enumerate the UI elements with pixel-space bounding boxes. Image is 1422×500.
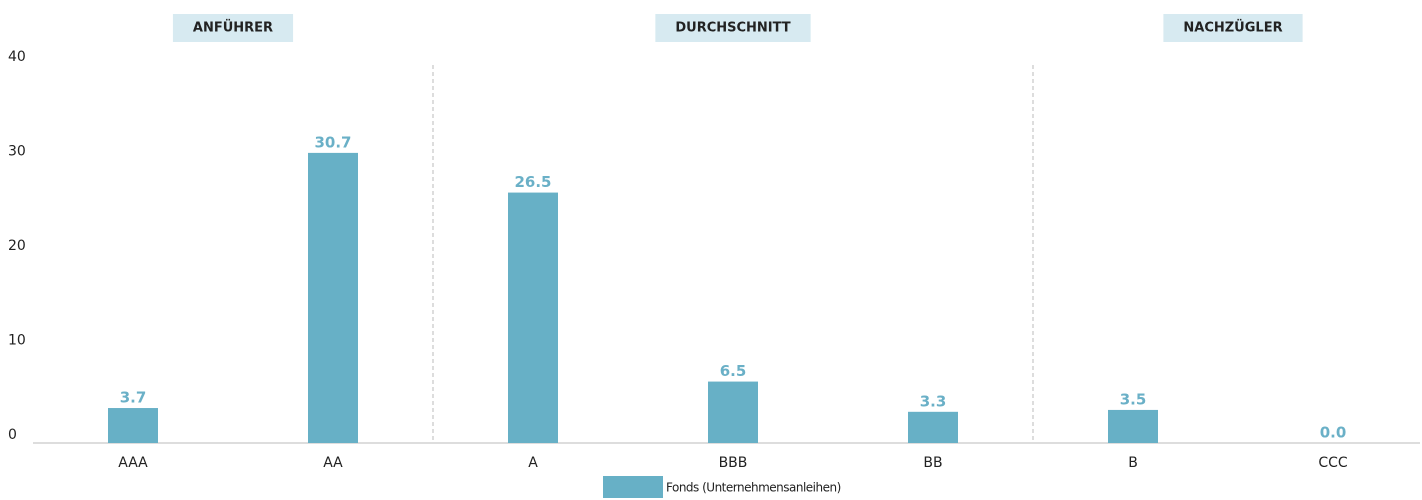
group-header: ANFÜHRER [193,20,273,36]
value-label: 3.3 [920,392,947,410]
value-label: 0.0 [1320,424,1347,442]
x-tick-label: BBB [719,455,748,471]
legend-label: Fonds (Unternehmensanleihen) [666,481,841,495]
bar [1108,409,1158,443]
bar [908,411,958,443]
group-header-box [655,14,811,42]
y-tick-label: 0 [8,427,17,443]
value-label: 6.5 [720,362,747,380]
group-header: DURCHSCHNITT [675,21,790,36]
bar [708,381,758,443]
group-header-box [172,14,294,42]
value-label: 3.5 [1120,390,1147,408]
value-label: 3.7 [120,389,147,407]
x-tick-label: BB [923,455,942,471]
value-label: 26.5 [514,173,551,191]
bar [508,192,558,443]
y-tick-label: 40 [8,49,26,65]
x-tick-label: B [1128,455,1138,471]
bar [108,408,158,443]
x-tick-label: A [528,455,538,471]
x-tick-label: AA [323,455,343,471]
y-tick-label: 10 [8,333,26,349]
y-tick-label: 20 [8,238,26,254]
x-tick-label: CCC [1318,455,1348,471]
x-tick-label: AAA [118,455,148,471]
y-tick-label: 30 [8,144,26,160]
value-label: 30.7 [314,133,351,151]
group-header-box [1163,14,1303,42]
bar [308,152,358,443]
group-header: NACHZÜGLER [1183,20,1282,36]
legend-swatch [603,476,663,498]
